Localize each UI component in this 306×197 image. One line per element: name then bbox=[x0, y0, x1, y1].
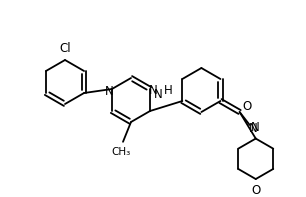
Text: N: N bbox=[154, 88, 162, 101]
Text: O: O bbox=[242, 99, 251, 112]
Text: N: N bbox=[249, 122, 258, 135]
Text: N: N bbox=[149, 85, 157, 98]
Text: Cl: Cl bbox=[59, 42, 71, 55]
Text: H: H bbox=[164, 84, 173, 97]
Text: O: O bbox=[251, 184, 260, 197]
Text: N: N bbox=[251, 121, 260, 134]
Text: N: N bbox=[105, 85, 113, 98]
Text: CH₃: CH₃ bbox=[111, 147, 131, 157]
